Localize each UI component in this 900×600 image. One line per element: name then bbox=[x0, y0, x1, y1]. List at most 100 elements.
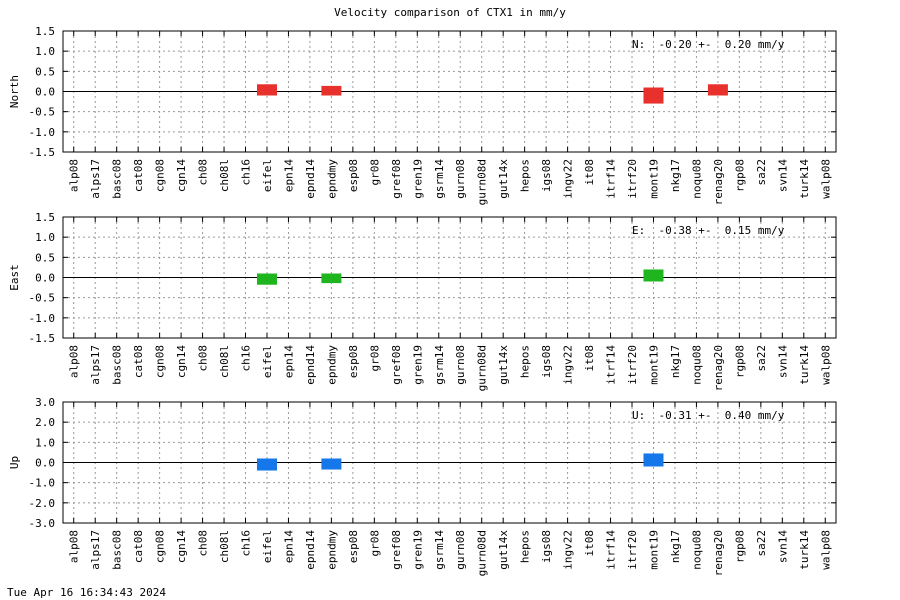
x-tick-label: epnd14 bbox=[304, 159, 317, 199]
x-tick-label: ingv22 bbox=[562, 159, 575, 199]
data-bar bbox=[321, 458, 342, 470]
x-tick-label: alps17 bbox=[89, 530, 102, 570]
x-tick-label: rgp08 bbox=[733, 530, 746, 563]
x-tick-label: cgn08 bbox=[154, 159, 167, 192]
x-tick-label: cgn14 bbox=[175, 530, 188, 563]
x-tick-label: itrf20 bbox=[626, 345, 639, 385]
annotation: E: -0.38 +- 0.15 mm/y bbox=[632, 224, 785, 237]
x-tick-label: gren19 bbox=[411, 345, 424, 385]
x-tick-label: sa22 bbox=[755, 530, 768, 557]
data-bar bbox=[643, 269, 664, 282]
x-tick-label: it08 bbox=[583, 159, 596, 186]
x-tick-label: svn14 bbox=[776, 159, 789, 192]
data-bar bbox=[256, 458, 277, 471]
x-tick-label: walp08 bbox=[819, 345, 832, 385]
x-tick-label: it08 bbox=[583, 345, 596, 372]
x-tick-label: mont19 bbox=[647, 159, 660, 199]
x-tick-label: basc08 bbox=[111, 345, 124, 385]
x-tick-label: itrf14 bbox=[605, 530, 618, 570]
y-tick-label: -1.5 bbox=[29, 146, 56, 159]
x-tick-label: hepos bbox=[519, 345, 532, 378]
y-tick-label: 1.5 bbox=[35, 25, 55, 38]
x-tick-label: basc08 bbox=[111, 530, 124, 570]
y-tick-label: 0.0 bbox=[35, 86, 55, 99]
x-tick-label: gurn08 bbox=[454, 159, 467, 199]
x-tick-label: alp08 bbox=[68, 530, 81, 563]
y-tick-label: -3.0 bbox=[29, 517, 56, 530]
x-tick-label: epn14 bbox=[282, 345, 295, 378]
data-bar bbox=[707, 84, 728, 96]
x-tick-label: hepos bbox=[519, 159, 532, 192]
x-tick-label: epnd14 bbox=[304, 530, 317, 570]
x-tick-label: svn14 bbox=[776, 530, 789, 563]
x-tick-label: ch08 bbox=[197, 530, 210, 557]
x-tick-label: cat08 bbox=[132, 159, 145, 192]
annotation: U: -0.31 +- 0.40 mm/y bbox=[632, 409, 785, 422]
x-tick-label: sa22 bbox=[755, 345, 768, 372]
x-tick-label: ingv22 bbox=[562, 345, 575, 385]
plot-frame bbox=[62, 216, 837, 339]
timestamp: Tue Apr 16 16:34:43 2024 bbox=[7, 586, 166, 599]
x-tick-label: esp08 bbox=[347, 159, 360, 192]
data-bar bbox=[643, 87, 664, 104]
y-axis-label: Up bbox=[8, 456, 21, 469]
x-tick-label: eifel bbox=[261, 159, 274, 192]
x-tick-label: epndmy bbox=[325, 530, 338, 570]
x-tick-label: walp08 bbox=[819, 530, 832, 570]
y-tick-label: 1.5 bbox=[35, 211, 55, 224]
x-tick-label: cat08 bbox=[132, 530, 145, 563]
x-tick-label: epn14 bbox=[282, 159, 295, 192]
x-tick-label: ch08l bbox=[218, 345, 231, 378]
x-tick-label: gut14x bbox=[497, 530, 510, 570]
x-tick-label: gr08 bbox=[368, 530, 381, 557]
x-tick-label: cat08 bbox=[132, 345, 145, 378]
x-tick-label: cgn08 bbox=[154, 530, 167, 563]
x-tick-label: gref08 bbox=[390, 345, 403, 385]
x-tick-label: rgp08 bbox=[733, 345, 746, 378]
x-tick-label: rgp08 bbox=[733, 159, 746, 192]
y-tick-label: 1.0 bbox=[35, 231, 55, 244]
x-tick-label: ch08 bbox=[197, 345, 210, 372]
x-tick-label: ingv22 bbox=[562, 530, 575, 570]
x-tick-label: gref08 bbox=[390, 530, 403, 570]
y-axis-label: North bbox=[8, 75, 21, 108]
x-tick-label: gut14x bbox=[497, 345, 510, 385]
y-tick-label: 0.5 bbox=[35, 251, 55, 264]
x-tick-label: svn14 bbox=[776, 345, 789, 378]
x-tick-label: gurn08d bbox=[476, 345, 489, 391]
x-tick-label: ch16 bbox=[240, 530, 253, 557]
x-tick-label: mont19 bbox=[647, 345, 660, 385]
y-tick-label: -0.5 bbox=[29, 106, 56, 119]
x-tick-label: ch16 bbox=[240, 159, 253, 186]
x-tick-label: nkg17 bbox=[669, 345, 682, 378]
y-tick-label: 2.0 bbox=[35, 416, 55, 429]
x-tick-label: eifel bbox=[261, 530, 274, 563]
x-tick-label: mont19 bbox=[647, 530, 660, 570]
plot-frame bbox=[62, 401, 837, 524]
y-tick-label: -1.0 bbox=[29, 126, 56, 139]
x-tick-label: gr08 bbox=[368, 345, 381, 372]
x-tick-label: gurn08d bbox=[476, 159, 489, 205]
x-tick-label: hepos bbox=[519, 530, 532, 563]
x-tick-label: itrf20 bbox=[626, 159, 639, 199]
x-tick-label: alps17 bbox=[89, 159, 102, 199]
data-bar bbox=[643, 453, 664, 467]
x-tick-label: renag20 bbox=[712, 345, 725, 391]
x-tick-label: gref08 bbox=[390, 159, 403, 199]
data-bar bbox=[256, 273, 277, 285]
x-tick-label: cgn08 bbox=[154, 345, 167, 378]
y-tick-label: -1.0 bbox=[29, 477, 56, 490]
y-tick-label: 1.0 bbox=[35, 45, 55, 58]
x-tick-label: igs08 bbox=[540, 530, 553, 563]
y-tick-label: 1.0 bbox=[35, 436, 55, 449]
x-tick-label: gren19 bbox=[411, 530, 424, 570]
x-tick-label: turk14 bbox=[798, 345, 811, 385]
x-tick-label: nkg17 bbox=[669, 530, 682, 563]
x-tick-label: basc08 bbox=[111, 159, 124, 199]
x-tick-label: ch08 bbox=[197, 159, 210, 186]
x-tick-label: ch16 bbox=[240, 345, 253, 372]
x-tick-label: alp08 bbox=[68, 159, 81, 192]
x-tick-label: ch08l bbox=[218, 159, 231, 192]
y-tick-label: 0.0 bbox=[35, 457, 55, 470]
x-tick-label: epndmy bbox=[325, 345, 338, 385]
